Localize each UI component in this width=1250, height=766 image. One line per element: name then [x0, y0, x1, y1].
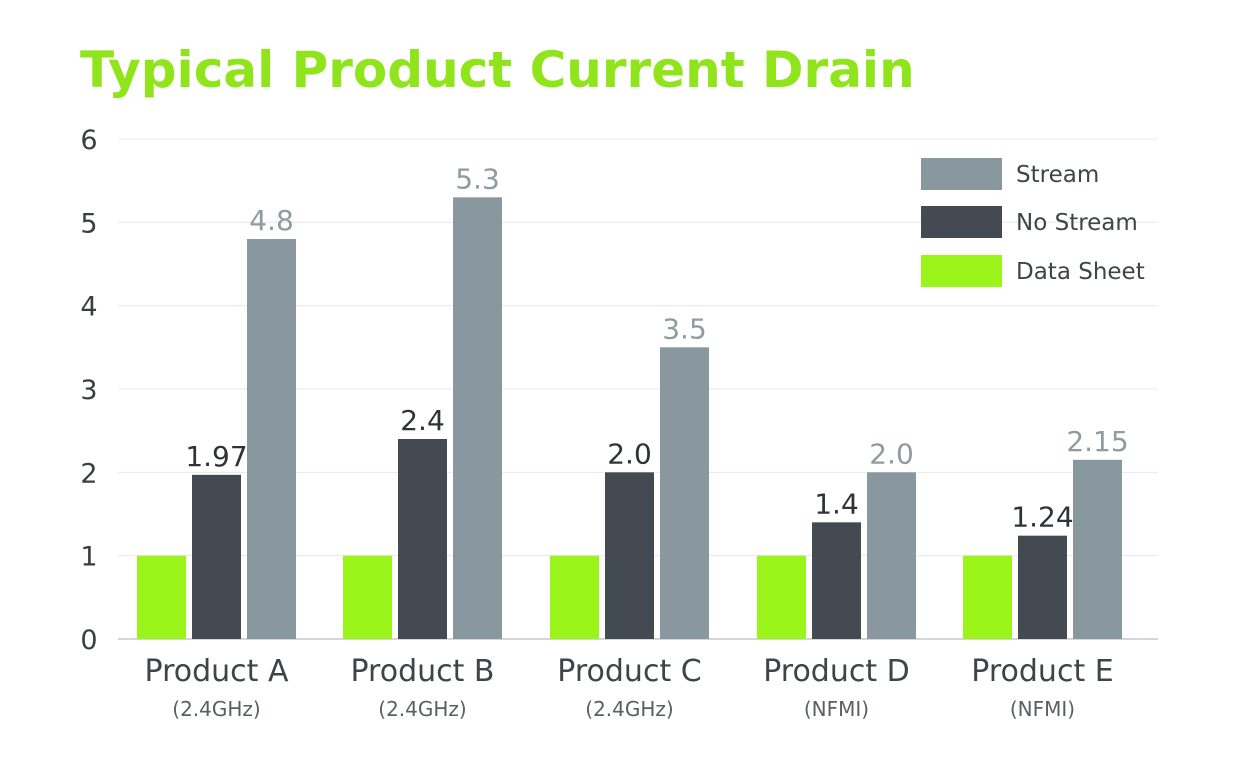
x-category-sublabel: (2.4GHz) [378, 697, 466, 721]
chart-title: Typical Product Current Drain [80, 41, 915, 99]
data-label: 2.0 [607, 437, 652, 470]
data-label: 1.24 [1011, 501, 1073, 534]
x-category-label: Product E [971, 654, 1113, 689]
bars [137, 197, 1122, 640]
bar-data-sheet [137, 555, 186, 639]
legend-swatch [921, 158, 1002, 190]
bar-stream [247, 239, 296, 639]
x-axis-labels: Product A (2.4GHz) Product B (2.4GHz) Produc… [145, 654, 1114, 721]
y-tick-label: 3 [80, 375, 97, 406]
bar-no-stream [398, 439, 447, 639]
y-tick-label: 5 [80, 208, 97, 239]
x-category-sublabel: (2.4GHz) [172, 697, 260, 721]
y-tick-label: 2 [80, 458, 97, 489]
x-category-label: Product A [145, 654, 289, 689]
legend-swatch [921, 255, 1002, 287]
bar-data-sheet [550, 555, 599, 639]
y-tick-label: 1 [80, 542, 97, 573]
x-category-label: Product B [350, 654, 494, 689]
data-label: 2.15 [1066, 425, 1128, 458]
data-label: 2.4 [400, 404, 445, 437]
y-tick-label: 0 [80, 625, 97, 656]
data-label: 3.5 [662, 312, 707, 345]
bar-data-sheet [343, 555, 392, 639]
data-label: 1.4 [814, 487, 859, 520]
legend-label: Stream [1016, 162, 1099, 188]
legend-label: No Stream [1016, 210, 1138, 236]
bar-stream [1073, 459, 1122, 639]
bar-stream [453, 197, 502, 640]
x-category-label: Product D [763, 654, 910, 689]
legend-swatch [921, 206, 1002, 238]
data-label: 4.8 [249, 204, 294, 237]
data-label: 1.97 [185, 440, 247, 473]
x-category-label: Product C [557, 654, 701, 689]
data-label: 5.3 [455, 162, 500, 195]
bar-no-stream [1018, 535, 1067, 639]
bar-no-stream [812, 522, 861, 639]
y-tick-label: 4 [80, 292, 97, 323]
data-labels: 1.97 4.8 2.4 5.3 2.0 3.5 1.4 2.0 1.24 2.15 [185, 162, 1128, 533]
bar-no-stream [192, 474, 241, 639]
bar-no-stream [605, 472, 654, 639]
bar-data-sheet [963, 555, 1012, 639]
y-tick-label: 6 [80, 125, 97, 156]
bar-data-sheet [757, 555, 806, 639]
legend: Stream No Stream Data Sheet [921, 158, 1145, 287]
data-label: 2.0 [869, 437, 914, 470]
x-category-sublabel: (2.4GHz) [585, 697, 673, 721]
x-category-sublabel: (NFMI) [1010, 697, 1075, 721]
y-axis-ticks: 0 1 2 3 4 5 6 [80, 125, 97, 656]
bar-stream [660, 347, 709, 639]
bar-stream [867, 472, 916, 639]
legend-label: Data Sheet [1016, 259, 1145, 285]
x-category-sublabel: (NFMI) [804, 697, 869, 721]
